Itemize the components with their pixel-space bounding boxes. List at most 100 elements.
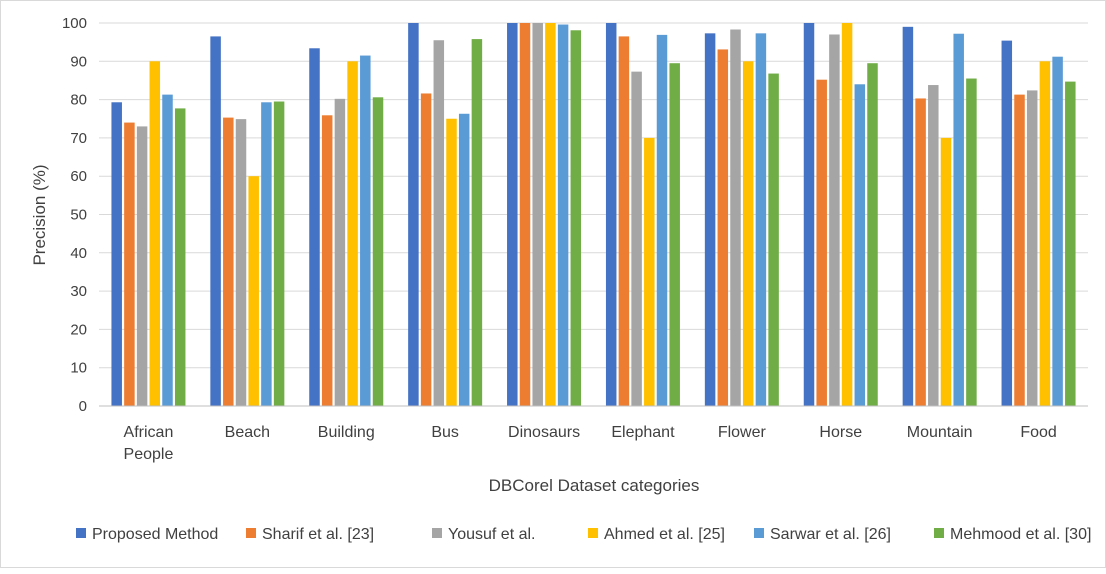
x-tick-label: Building xyxy=(318,424,375,441)
bar xyxy=(605,23,617,406)
bars xyxy=(111,23,1076,407)
y-tick-label: 20 xyxy=(70,321,87,338)
bar xyxy=(915,98,926,407)
legend-swatch xyxy=(934,528,944,538)
bar xyxy=(372,97,384,406)
bar xyxy=(124,122,135,406)
bar xyxy=(347,61,358,407)
legend-label: Mehmood et al. [30] xyxy=(950,526,1091,543)
y-tick-label: 60 xyxy=(70,168,87,185)
bar xyxy=(618,36,630,406)
legend-label: Proposed Method xyxy=(92,526,218,543)
bar xyxy=(966,78,977,406)
bar xyxy=(408,23,419,406)
x-tick-label: Elephant xyxy=(611,424,675,441)
bar xyxy=(953,33,964,406)
x-tick-label: Bus xyxy=(431,424,459,441)
x-tick-label: Horse xyxy=(819,424,862,441)
axes: 0 10 20 30 40 50 60 70 80 90 100 African People Beach… xyxy=(62,15,1088,463)
bar xyxy=(631,71,642,407)
y-tick-label: 80 xyxy=(70,92,87,109)
y-tick-label: 0 xyxy=(79,398,87,415)
bar xyxy=(446,118,457,406)
bar xyxy=(261,102,272,406)
bar xyxy=(149,61,161,407)
x-tick-label: Dinosaurs xyxy=(508,424,580,441)
bar xyxy=(669,63,680,407)
bar xyxy=(829,34,840,407)
bar xyxy=(1001,40,1013,406)
bar xyxy=(940,137,952,406)
bar xyxy=(334,98,346,407)
y-tick-label: 30 xyxy=(70,283,87,300)
bar xyxy=(321,115,333,406)
bar xyxy=(1014,94,1025,406)
bar xyxy=(136,126,148,406)
bar xyxy=(717,49,729,406)
x-tick-label: People xyxy=(124,446,174,463)
legend-label: Sharif et al. [23] xyxy=(262,526,374,543)
legend: Proposed Method Sharif et al. [23] Yousuf … xyxy=(76,526,1091,543)
bar xyxy=(768,73,779,406)
x-tick-label: Mountain xyxy=(907,424,973,441)
bar xyxy=(210,36,221,406)
bar xyxy=(1026,90,1038,407)
bar xyxy=(854,84,866,406)
bar xyxy=(1039,61,1051,407)
legend-label: Sarwar et al. [26] xyxy=(770,526,891,543)
bar xyxy=(841,23,853,406)
legend-swatch xyxy=(432,528,442,538)
y-tick-label: 40 xyxy=(70,245,87,262)
x-tick-label: African xyxy=(124,424,174,441)
bar xyxy=(557,24,569,406)
bar xyxy=(433,40,445,407)
x-tick-label: Flower xyxy=(718,424,767,441)
bar xyxy=(902,26,914,407)
bar xyxy=(928,85,939,407)
y-tick-label: 70 xyxy=(70,130,87,147)
bar xyxy=(174,108,186,406)
bar xyxy=(360,55,371,407)
legend-swatch xyxy=(588,528,598,538)
bar xyxy=(532,23,543,406)
bar xyxy=(1052,56,1063,406)
bar xyxy=(570,30,582,406)
legend-label: Yousuf et al. xyxy=(448,526,535,543)
bar xyxy=(162,94,173,406)
x-tick-label: Beach xyxy=(225,424,270,441)
bar xyxy=(803,23,815,406)
bar xyxy=(730,29,741,407)
bar xyxy=(309,48,320,406)
gridlines xyxy=(99,22,1088,407)
bar xyxy=(223,117,234,406)
x-tick-label: Food xyxy=(1020,424,1056,441)
bar xyxy=(519,23,531,406)
bar xyxy=(111,102,122,406)
bar xyxy=(704,33,716,406)
bar xyxy=(507,23,518,406)
bar xyxy=(545,23,556,406)
x-axis-label: DBCorel Dataset categories xyxy=(489,476,700,495)
bar xyxy=(471,39,483,406)
bar xyxy=(420,93,432,407)
legend-swatch xyxy=(246,528,256,538)
legend-swatch xyxy=(754,528,764,538)
y-tick-label: 50 xyxy=(70,207,87,224)
y-axis-label: Precision (%) xyxy=(30,164,49,265)
bar xyxy=(755,33,767,406)
y-tick-label: 90 xyxy=(70,53,87,70)
bar xyxy=(816,79,827,407)
bar xyxy=(1065,81,1076,406)
bar xyxy=(656,34,668,407)
y-tick-label: 10 xyxy=(70,360,87,377)
bar xyxy=(458,113,470,407)
bar xyxy=(644,137,655,406)
bar xyxy=(742,61,754,407)
bar xyxy=(273,101,285,406)
bar xyxy=(235,119,247,407)
bar xyxy=(867,63,878,407)
bar xyxy=(248,176,259,406)
legend-label: Ahmed et al. [25] xyxy=(604,526,725,543)
